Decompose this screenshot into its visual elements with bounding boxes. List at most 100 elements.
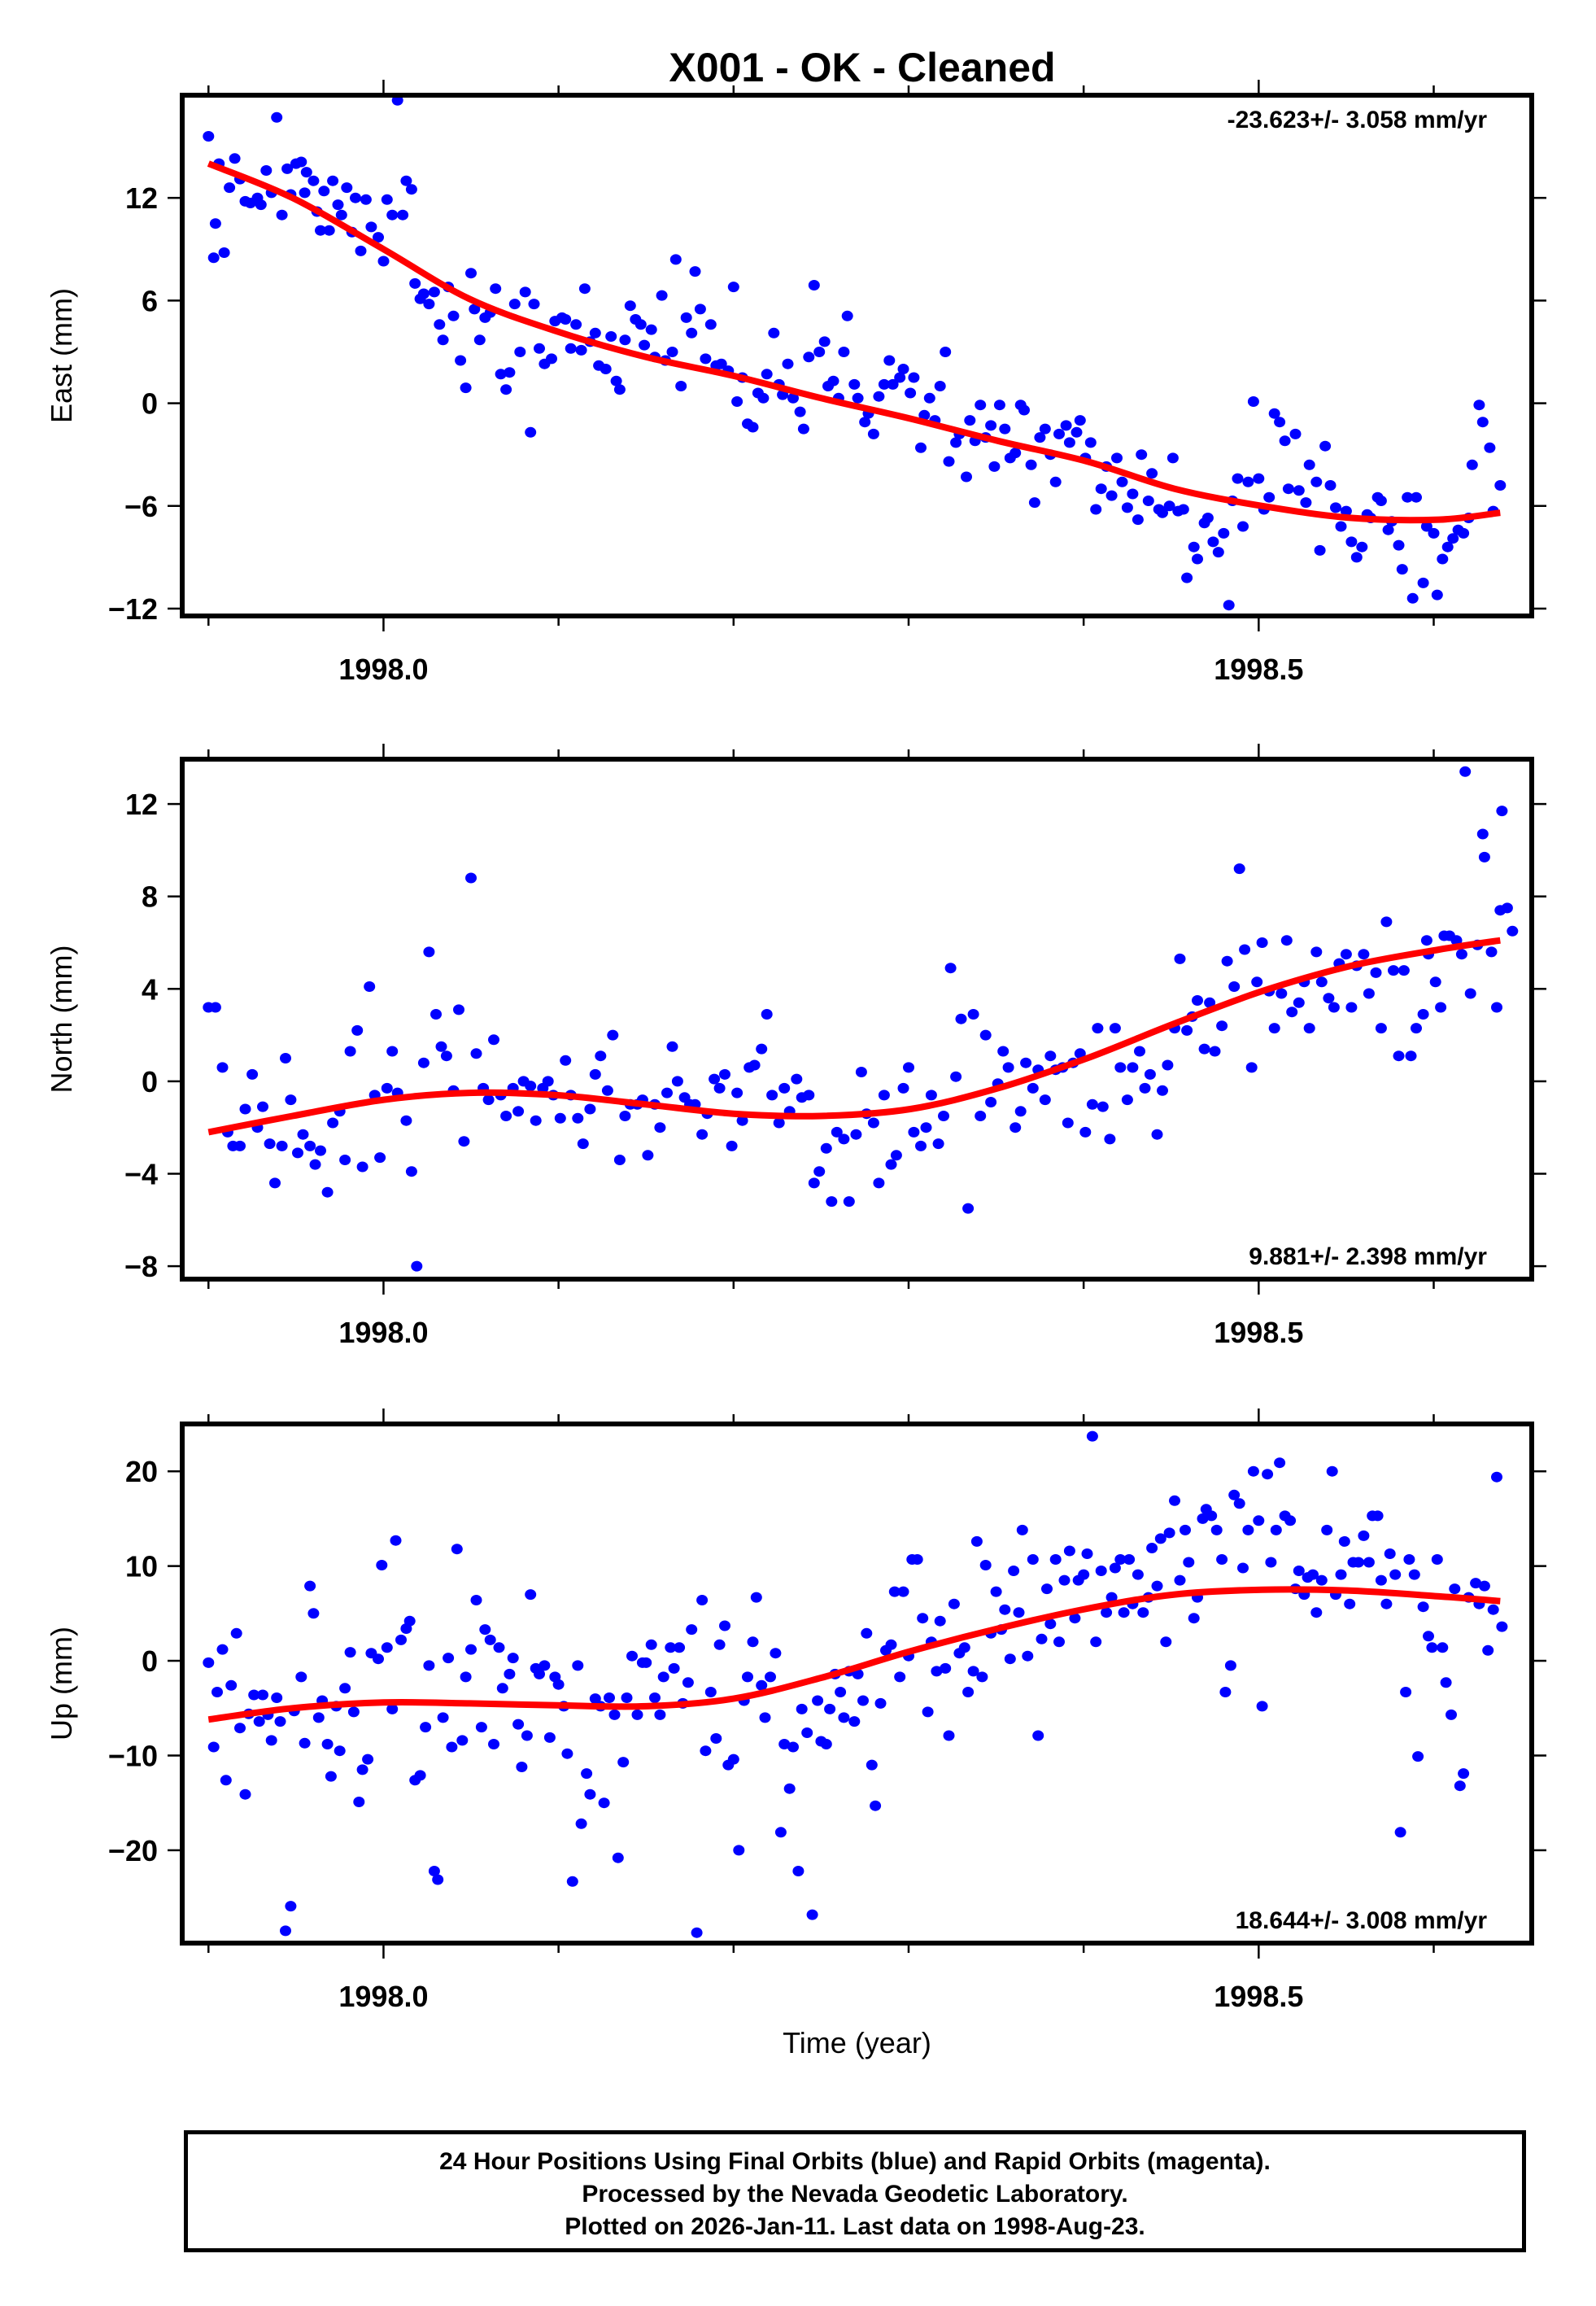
data-point: [1013, 1607, 1025, 1618]
data-point: [878, 1090, 890, 1101]
data-point: [1314, 544, 1326, 556]
data-point: [350, 192, 361, 203]
data-point: [519, 286, 531, 298]
data-point: [437, 334, 449, 346]
data-point: [327, 1117, 339, 1129]
data-point: [239, 1788, 251, 1800]
data-point: [1109, 1562, 1121, 1574]
data-point: [534, 343, 545, 354]
data-point: [1034, 432, 1046, 443]
data-point: [443, 1653, 455, 1664]
data-point: [482, 1094, 495, 1106]
data-point: [1162, 1059, 1174, 1071]
east-points: [203, 95, 1507, 611]
data-point: [719, 1620, 730, 1631]
data-point: [1446, 1709, 1457, 1720]
data-point: [1420, 935, 1432, 946]
data-point: [1494, 480, 1507, 491]
data-point: [1282, 483, 1294, 495]
data-point: [423, 299, 435, 310]
data-point: [976, 1671, 988, 1683]
data-point: [1090, 504, 1102, 515]
data-point: [428, 286, 440, 298]
data-point: [619, 1111, 631, 1121]
data-point: [1476, 417, 1489, 428]
x-tick-label: 1998.5: [1214, 1316, 1303, 1349]
data-point: [993, 400, 1005, 411]
data-point: [430, 1009, 442, 1020]
y-tick-label: 8: [142, 880, 158, 914]
data-point: [1262, 1469, 1274, 1480]
x-tick-label: 1998.5: [1214, 1980, 1303, 2013]
data-point: [572, 1660, 584, 1671]
x-tick-label: 1998.0: [338, 1316, 428, 1349]
data-point: [1044, 1618, 1057, 1630]
data-point: [897, 1082, 909, 1094]
data-point: [341, 182, 353, 194]
data-point: [307, 175, 320, 186]
data-point: [1018, 404, 1030, 416]
data-point: [400, 175, 412, 186]
data-point: [1491, 1002, 1502, 1013]
data-point: [649, 1692, 661, 1703]
data-point: [704, 319, 717, 330]
data-point: [1293, 485, 1305, 496]
data-point: [943, 456, 955, 467]
north-y-axis-label: North (mm): [45, 946, 78, 1094]
data-point: [979, 1560, 992, 1570]
data-point: [808, 280, 820, 290]
data-point: [239, 1103, 251, 1115]
data-point: [211, 1687, 223, 1697]
data-point: [339, 1683, 351, 1694]
x-axis-label: Time (year): [783, 2026, 931, 2059]
data-point: [1204, 997, 1216, 1008]
data-point: [1454, 1780, 1466, 1792]
data-point: [386, 1703, 399, 1714]
data-point: [680, 312, 692, 323]
data-point: [1321, 1524, 1333, 1535]
data-point: [1310, 476, 1323, 487]
data-point: [1256, 937, 1268, 948]
data-point: [1086, 1430, 1098, 1442]
data-point: [260, 165, 273, 176]
data-point: [1025, 459, 1037, 470]
data-point: [1496, 806, 1508, 817]
data-point: [525, 1589, 537, 1601]
data-point: [575, 344, 587, 356]
y-tick-label: −12: [108, 592, 158, 626]
data-point: [575, 1818, 587, 1829]
y-tick-label: 0: [142, 1065, 158, 1098]
data-point: [1180, 1524, 1191, 1535]
data-point: [1435, 1002, 1447, 1013]
east-frame: [180, 93, 1534, 618]
data-point: [604, 1692, 615, 1703]
data-point: [888, 1586, 900, 1597]
data-point: [1284, 1515, 1297, 1526]
data-point: [713, 1082, 726, 1094]
data-point: [257, 1101, 268, 1112]
data-point: [962, 1687, 975, 1697]
data-point: [1263, 491, 1275, 503]
data-point: [808, 1177, 820, 1189]
data-point: [1265, 1557, 1277, 1568]
data-point: [1393, 1050, 1405, 1062]
east-fit-line: [207, 160, 1501, 524]
data-point: [908, 372, 920, 383]
data-point: [1485, 946, 1498, 958]
data-point: [656, 290, 668, 301]
up-frame: [180, 1422, 1534, 1946]
data-point: [479, 1624, 491, 1636]
data-point: [1154, 1533, 1166, 1544]
data-point: [727, 1754, 739, 1765]
data-point: [967, 1666, 979, 1677]
data-point: [309, 1159, 321, 1170]
data-point: [1431, 1554, 1443, 1565]
data-point: [1127, 488, 1139, 500]
data-point: [1491, 1471, 1502, 1483]
data-point: [1406, 592, 1419, 604]
data-point: [1039, 423, 1051, 435]
data-point: [1307, 1569, 1319, 1580]
data-point: [295, 156, 307, 168]
data-point: [1437, 1642, 1449, 1653]
data-point: [1114, 1554, 1127, 1565]
